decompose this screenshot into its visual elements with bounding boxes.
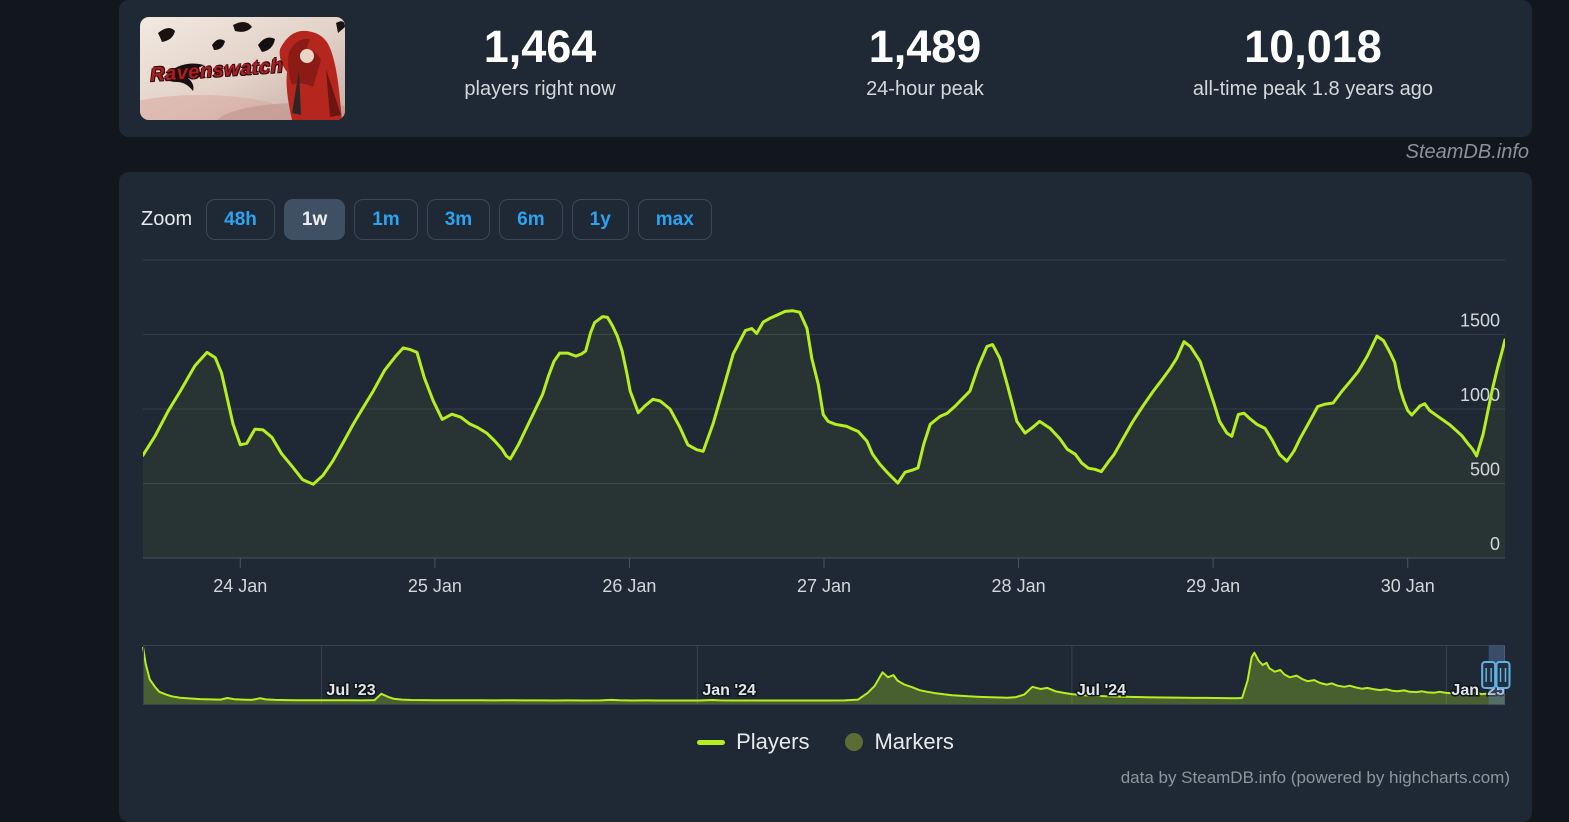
zoom-ranges: 48h 1w 1m 3m 6m 1y max xyxy=(206,199,721,240)
x-axis-ticks: 24 Jan 25 Jan 26 Jan 27 Jan 28 Jan 29 Jan 30 J… xyxy=(213,558,1435,596)
chart-legend: Players Markers xyxy=(119,724,1532,760)
players-line xyxy=(143,309,1505,486)
navigator[interactable]: Jul '23 Jan '24 Jul '24 Jan '25 xyxy=(142,645,1511,705)
zoom-range-1m[interactable]: 1m xyxy=(354,199,418,240)
game-banner-art xyxy=(140,17,345,120)
svg-text:500: 500 xyxy=(1470,460,1500,480)
svg-text:28 Jan: 28 Jan xyxy=(992,576,1046,596)
current-players-label: players right now xyxy=(464,77,616,100)
game-banner[interactable]: Ravenswatch xyxy=(140,17,345,120)
player-count-chart[interactable]: 24 Jan 25 Jan 26 Jan 27 Jan 28 Jan 29 Jan 30 J… xyxy=(143,258,1505,612)
svg-text:25 Jan: 25 Jan xyxy=(408,576,462,596)
nav-axis-labels: Jul '23 Jan '24 Jul '24 Jan '25 xyxy=(325,681,1507,701)
legend-players-swatch xyxy=(697,739,726,745)
zoom-range-1y[interactable]: 1y xyxy=(571,199,629,240)
legend-label: Markers xyxy=(874,729,954,754)
24h-peak-label: 24-hour peak xyxy=(866,77,984,100)
zoom-range-max[interactable]: max xyxy=(637,199,712,240)
zoom-range-3m[interactable]: 3m xyxy=(426,199,491,240)
navigator-handle-left[interactable] xyxy=(1481,661,1497,689)
nav-line xyxy=(142,646,1506,702)
24h-peak-value: 1,489 xyxy=(868,21,982,72)
svg-text:Jan '24: Jan '24 xyxy=(702,682,756,699)
svg-text:30 Jan: 30 Jan xyxy=(1381,576,1435,596)
svg-text:Jul '24: Jul '24 xyxy=(1077,682,1126,699)
svg-text:0: 0 xyxy=(1490,534,1500,554)
alltime-peak-label: all-time peak 1.8 years ago xyxy=(1192,77,1434,100)
legend-item-markers[interactable]: Markers xyxy=(845,729,954,755)
svg-text:27 Jan: 27 Jan xyxy=(797,576,851,596)
stat-24h-peak: 1,489 24-hour peak xyxy=(765,0,1085,137)
zoom-toolbar: Zoom 48h 1w 1m 3m 6m 1y max xyxy=(141,199,721,240)
stats-header-panel: Ravenswatch 1,464 players right now 1,48… xyxy=(119,0,1532,137)
players-area xyxy=(143,310,1505,558)
svg-text:26 Jan: 26 Jan xyxy=(602,576,656,596)
stat-alltime-peak: 10,018 all-time peak 1.8 years ago xyxy=(1153,0,1473,137)
svg-text:29 Jan: 29 Jan xyxy=(1186,576,1240,596)
zoom-label: Zoom xyxy=(141,208,193,230)
svg-text:Jul '23: Jul '23 xyxy=(326,682,375,699)
legend-markers-swatch xyxy=(845,733,864,751)
main-gridlines xyxy=(143,259,1505,484)
chart-panel: Zoom 48h 1w 1m 3m 6m 1y max 24 Jan 25 Jan 26 Jan… xyxy=(119,172,1532,822)
stat-current-players: 1,464 players right now xyxy=(380,0,700,137)
nav-area xyxy=(143,647,1505,705)
raven-silhouette-icon xyxy=(164,63,206,91)
svg-text:1500: 1500 xyxy=(1460,311,1500,331)
credits-link[interactable]: data by SteamDB.info (powered by highcha… xyxy=(1120,768,1510,787)
zoom-range-6m[interactable]: 6m xyxy=(499,199,563,240)
steamdb-watermark: SteamDB.info xyxy=(1405,141,1529,163)
legend-label: Players xyxy=(736,729,810,754)
zoom-range-1w[interactable]: 1w xyxy=(283,199,346,240)
legend-item-players[interactable]: Players xyxy=(697,729,809,755)
zoom-range-48h[interactable]: 48h xyxy=(206,199,275,240)
current-players-value: 1,464 xyxy=(483,21,597,72)
navigator-handle-right[interactable] xyxy=(1495,661,1511,689)
alltime-peak-value: 10,018 xyxy=(1244,21,1382,72)
svg-text:24 Jan: 24 Jan xyxy=(213,576,267,596)
